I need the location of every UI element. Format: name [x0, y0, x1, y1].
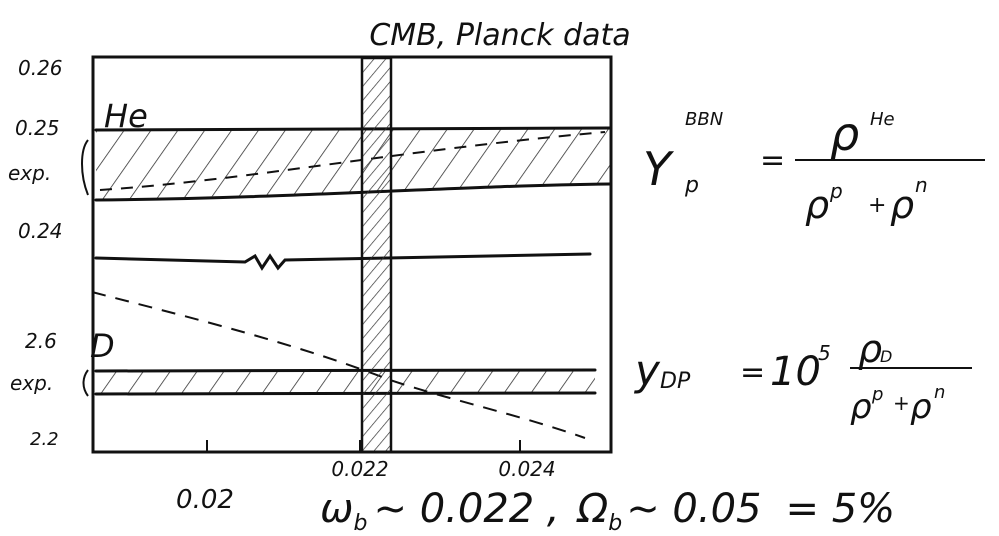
formula-den: ρ [805, 183, 829, 227]
x-label: 0.02 [176, 485, 234, 515]
he-line [96, 254, 590, 268]
text: ~ 0.05 [626, 486, 761, 532]
formula-lhs: y [633, 346, 661, 395]
formula-sup: BBN [685, 109, 723, 130]
x-label: 0.022 [331, 457, 388, 481]
formula-factor: 10 [770, 349, 821, 395]
subscript: b [354, 511, 368, 536]
formula-sub: DP [660, 369, 691, 394]
brace [82, 140, 88, 195]
formula-sup: p [829, 179, 843, 203]
y-label: 2.2 [30, 429, 59, 450]
y-label: 0.25 [15, 116, 60, 140]
he-band [96, 128, 610, 200]
formula-eq: = [740, 355, 765, 390]
formula-den: ρ [850, 387, 872, 427]
d-band-bottom [96, 393, 595, 394]
formula-num: ρ [830, 107, 859, 161]
d-dashed-curve [92, 292, 585, 438]
formula-sup: n [934, 382, 945, 403]
formula-eq: = [760, 143, 785, 178]
formula-sup: n [915, 173, 928, 197]
band-label: D [90, 327, 115, 365]
formula-sup: 5 [818, 341, 831, 365]
formula-sup: p [871, 384, 883, 405]
d-band [96, 370, 595, 394]
y-label: 0.24 [18, 219, 63, 243]
sketch: CMB, Planck data 0.26 0.25 exp. 0.24 2.6… [0, 0, 999, 536]
formula-plus: + [868, 193, 886, 218]
symbol: Ω [576, 486, 609, 532]
he-band-top [96, 128, 610, 130]
formula-sub: p [684, 173, 699, 198]
formula-num: ρ [858, 327, 882, 371]
y-label: 0.26 [18, 56, 63, 80]
d-band-top [96, 370, 595, 371]
subscript: b [608, 511, 622, 536]
band-label: He [104, 97, 148, 135]
formula-sub: D [880, 347, 892, 366]
text: = 5% [785, 486, 895, 532]
formula-den: ρ [910, 387, 932, 427]
formula-plus: + [893, 391, 910, 415]
cmb-band [362, 58, 391, 452]
formula-lhs: Y [643, 142, 675, 196]
formula-den: ρ [890, 183, 914, 227]
y-label: exp. [10, 371, 53, 395]
symbol: ω [320, 486, 354, 532]
y-label: 2.6 [25, 329, 57, 353]
y-label: exp. [8, 161, 51, 185]
brace [84, 370, 89, 396]
bottom-text: ωb~ 0.022 ,Ωb~ 0.05= 5% [320, 486, 895, 536]
x-label: 0.024 [498, 457, 555, 481]
title: CMB, Planck data [369, 18, 630, 53]
text: ~ 0.022 , [373, 486, 559, 532]
formula-sup: He [870, 109, 895, 130]
